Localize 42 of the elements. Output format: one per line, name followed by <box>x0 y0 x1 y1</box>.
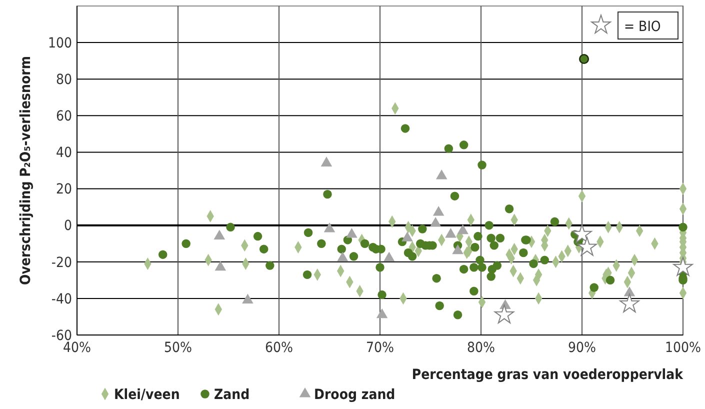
point <box>572 224 592 243</box>
y-tick-label: 40 <box>56 145 72 162</box>
point <box>430 217 442 227</box>
point <box>214 260 226 271</box>
point <box>336 252 348 262</box>
point <box>457 224 468 234</box>
point <box>214 230 226 240</box>
y-axis-title: Overschrijding P₂O₅-verliesnorm <box>18 56 34 285</box>
point <box>452 244 464 254</box>
point <box>673 256 693 276</box>
point <box>432 206 444 216</box>
point <box>445 228 456 238</box>
point <box>346 228 358 238</box>
legend-label: Droog zand <box>314 386 396 403</box>
point <box>620 294 640 312</box>
y-tick-label: 100 <box>48 35 72 52</box>
x-tick-label: 50% <box>164 340 192 356</box>
x-tick-label: 70% <box>366 340 394 356</box>
point <box>402 232 413 242</box>
y-tick-label: -40 <box>51 291 72 308</box>
point <box>320 156 332 166</box>
point <box>436 169 448 180</box>
x-axis-title: Percentage gras van voederoppervlak <box>412 367 684 383</box>
point <box>494 304 514 324</box>
x-tick-label: 90% <box>568 340 596 356</box>
legend-label: Zand <box>214 386 250 403</box>
legend-label: = BIO <box>624 18 661 35</box>
y-tick-label: 60 <box>56 108 72 125</box>
point <box>242 294 254 304</box>
x-tick-label: 60% <box>265 340 294 356</box>
point <box>324 222 336 232</box>
point <box>376 308 388 318</box>
legend-label: Klei/veen <box>114 386 180 403</box>
x-tick-label: 100% <box>664 340 702 356</box>
x-tick-label: 40% <box>63 340 92 356</box>
x-tick-label: 80% <box>467 340 496 356</box>
y-tick-label: 80 <box>56 72 72 88</box>
y-tick-label: -20 <box>51 254 72 271</box>
point <box>383 252 395 262</box>
y-tick-label: 20 <box>56 182 72 198</box>
point <box>577 236 597 256</box>
y-tick-label: 0 <box>64 218 72 234</box>
